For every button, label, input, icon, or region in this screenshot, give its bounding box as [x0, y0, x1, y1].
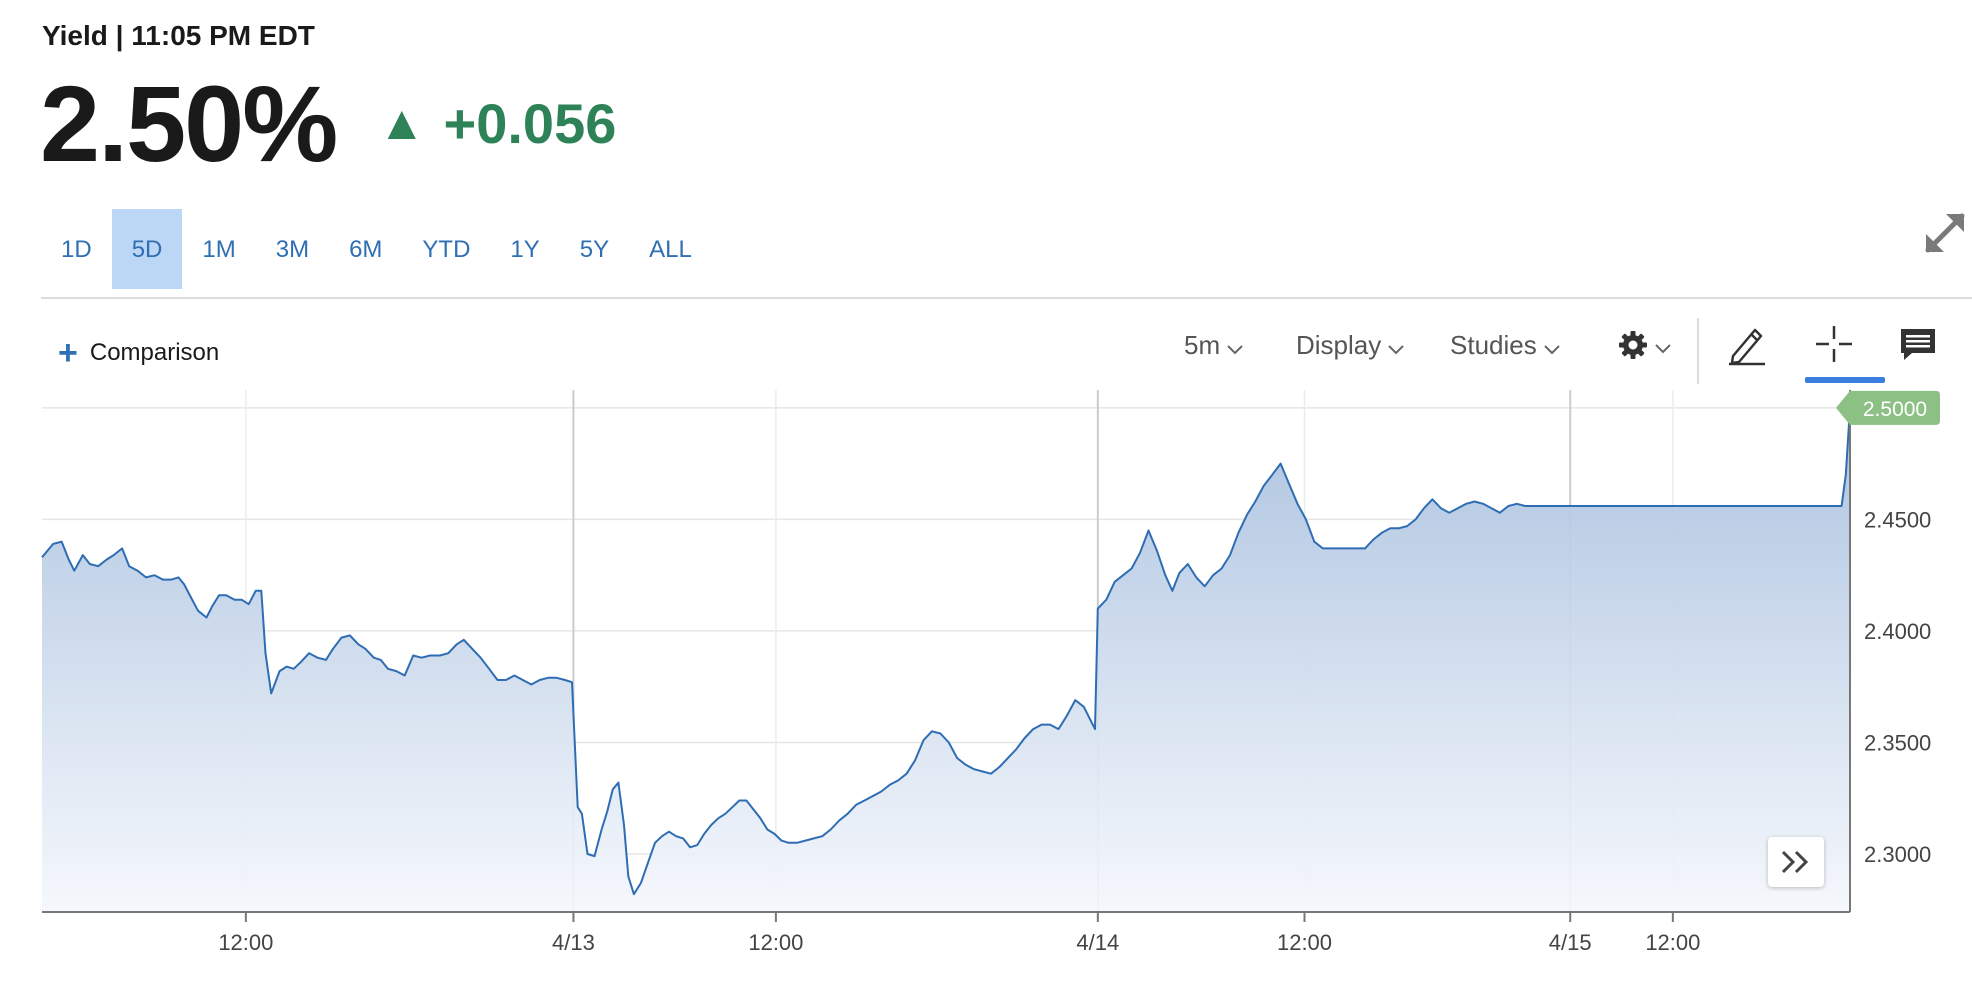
x-tick-label: 12:00 [218, 930, 273, 955]
range-tab-3m[interactable]: 3M [275, 236, 310, 263]
last-value-label: 2.5000 [1863, 398, 1927, 421]
scroll-to-latest-button[interactable] [1768, 837, 1824, 887]
last-value-badge [1836, 390, 1940, 425]
studies-label: Studies [1450, 330, 1537, 360]
area-fill [42, 407, 1850, 912]
range-tabs: 1D 5D 1M 3M 6M YTD 1Y 5Y ALL [41, 209, 712, 289]
interval-label: 5m [1184, 330, 1221, 360]
active-tool-indicator [1805, 377, 1885, 383]
plus-icon: + [58, 334, 78, 372]
display-dropdown[interactable]: Display [1296, 330, 1405, 361]
x-tick-label: 4/13 [552, 930, 595, 955]
range-tab-5d[interactable]: 5D [111, 209, 183, 289]
range-tab-1d[interactable]: 1D [61, 236, 92, 263]
y-tick-label: 2.4000 [1864, 619, 1931, 644]
double-chevron-right-icon [1781, 850, 1809, 874]
range-tab-6m[interactable]: 6M [349, 236, 383, 263]
comment-icon[interactable] [1898, 324, 1938, 364]
change-indicator: ▲ +0.056 [378, 96, 616, 152]
gear-icon [1619, 331, 1647, 359]
series-line [41, 407, 1851, 896]
chevron-down-icon [1227, 344, 1243, 354]
x-tick-label: 4/14 [1076, 930, 1119, 955]
x-tick-label: 4/15 [1549, 930, 1592, 955]
settings-dropdown[interactable] [1618, 330, 1672, 360]
pencil-icon[interactable] [1725, 322, 1769, 366]
chevron-down-icon [1544, 344, 1560, 354]
x-tick-label: 12:00 [748, 930, 803, 955]
range-tab-1m[interactable]: 1M [202, 236, 236, 263]
display-label: Display [1296, 330, 1382, 360]
chevron-down-icon [1655, 344, 1671, 354]
y-tick-label: 2.3000 [1864, 842, 1931, 867]
range-tab-1y[interactable]: 1Y [510, 236, 540, 263]
x-tick-label: 12:00 [1645, 930, 1700, 955]
up-arrow-icon: ▲ [378, 97, 426, 150]
y-tick-label: 2.3500 [1864, 730, 1931, 755]
yield-value: 2.50% [40, 63, 338, 184]
toolbar-divider [1697, 318, 1699, 384]
comparison-label: Comparison [89, 339, 220, 366]
range-tab-all[interactable]: ALL [649, 236, 692, 263]
divider [41, 297, 1972, 299]
range-tab-ytd[interactable]: YTD [422, 236, 471, 263]
yield-heading: Yield | 11:05 PM EDT [42, 20, 315, 51]
range-tab-5y[interactable]: 5Y [579, 236, 610, 263]
crosshair-icon[interactable] [1812, 322, 1856, 366]
interval-dropdown[interactable]: 5m [1184, 330, 1244, 361]
x-tick-label: 12:00 [1277, 930, 1332, 955]
chevron-down-icon [1388, 344, 1404, 354]
comparison-button[interactable]: + Comparison [58, 336, 219, 370]
studies-dropdown[interactable]: Studies [1450, 330, 1561, 361]
expand-icon[interactable] [1920, 208, 1970, 258]
change-value: +0.056 [443, 92, 617, 155]
y-tick-label: 2.4500 [1864, 507, 1931, 532]
